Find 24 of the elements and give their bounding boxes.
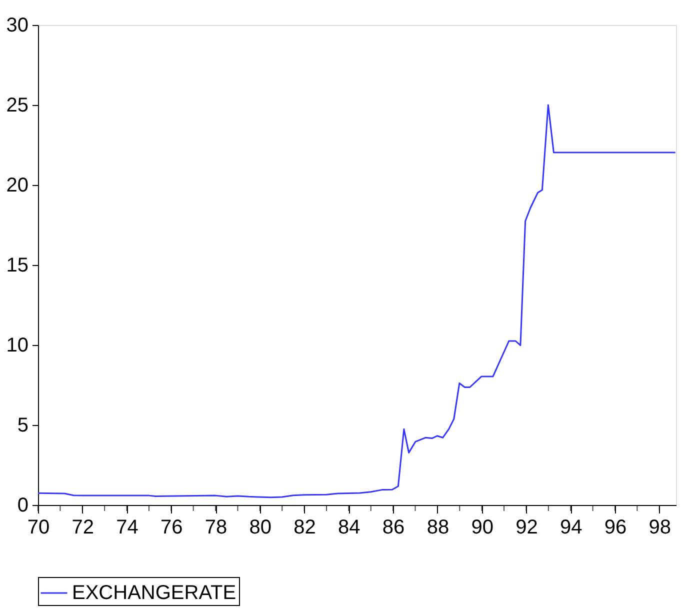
y-tick-label: 0 <box>17 494 28 516</box>
x-tick-label: 90 <box>471 516 494 538</box>
x-tick-label: 94 <box>560 516 582 538</box>
x-tick-label: 88 <box>426 516 450 538</box>
x-tick-label: 70 <box>27 516 50 538</box>
line-series <box>37 104 676 498</box>
x-tick-label: 78 <box>204 516 228 538</box>
x-tick-label: 84 <box>338 516 360 538</box>
y-tick-label: 15 <box>6 254 28 276</box>
x-tick-label: 74 <box>116 516 138 538</box>
y-tick-label: 10 <box>6 334 28 356</box>
x-tick-label: 72 <box>72 516 94 538</box>
y-tick-label: 5 <box>17 414 28 436</box>
legend-label: EXCHANGERATE <box>72 582 236 604</box>
x-tick-label: 86 <box>382 516 405 538</box>
x-tick-label: 96 <box>604 516 627 538</box>
x-tick-label: 82 <box>294 516 316 538</box>
x-tick-label: 98 <box>648 516 671 538</box>
x-tick-label: 76 <box>160 516 183 538</box>
y-tick-label: 20 <box>6 174 28 196</box>
y-tick-label: 25 <box>6 94 28 116</box>
x-tick-label: 92 <box>516 516 538 538</box>
y-tick-label: 30 <box>6 14 28 36</box>
x-tick-label: 80 <box>249 516 272 538</box>
